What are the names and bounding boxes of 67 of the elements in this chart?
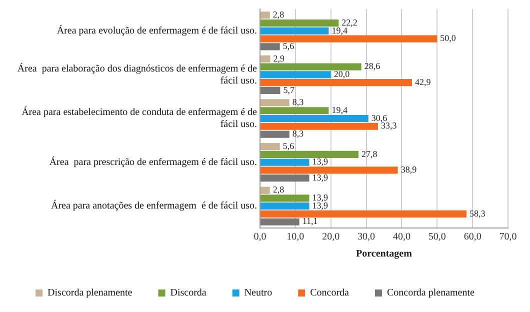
bar (260, 210, 467, 218)
data-label: 27,8 (361, 148, 378, 159)
data-label: 5,7 (283, 84, 295, 95)
data-label: 2,8 (272, 184, 285, 195)
bar (260, 79, 412, 86)
x-tick-label: 0,0 (254, 232, 266, 243)
bar (260, 202, 310, 210)
data-label: 28,6 (364, 61, 381, 72)
data-label: 13,9 (312, 192, 328, 203)
bar (260, 166, 398, 174)
bar (260, 63, 362, 70)
y-tick-label: Área para elaboração dos diagnósticos de enfermagem é de fácil uso. (17, 62, 258, 86)
bar (260, 35, 438, 42)
x-tick-label: 10,0 (286, 232, 304, 243)
data-label: 38,9 (400, 164, 418, 175)
x-tick-label: 20,0 (322, 232, 340, 243)
legend-label: Concorda plenamente (386, 288, 476, 299)
data-label: 5,6 (282, 41, 295, 52)
y-tick-label: Área para evolução de enfermagem é de fácil uso. (56, 24, 257, 37)
bar (260, 71, 331, 78)
bar (260, 150, 358, 158)
data-label: 30,6 (371, 112, 388, 123)
data-label: 2,9 (273, 53, 286, 64)
legend-label: Discorda plenamente (48, 288, 133, 299)
data-label: 13,9 (312, 156, 328, 167)
bar (260, 174, 310, 182)
bar (260, 86, 280, 94)
data-label: 13,9 (312, 172, 328, 182)
bar (260, 27, 329, 34)
x-tick-label: 70,0 (499, 232, 517, 243)
bar (260, 130, 290, 138)
data-label: 19,4 (332, 25, 348, 36)
data-label: 58,3 (470, 208, 486, 218)
bar (260, 158, 310, 166)
data-label: 8,3 (292, 97, 304, 108)
legend-label: Discorda (170, 288, 207, 299)
x-tick-label: 30,0 (358, 232, 376, 243)
x-tick-label: 50,0 (428, 232, 446, 243)
bar (260, 12, 270, 19)
bar (260, 194, 310, 202)
y-tick-label: Área para prescrição de enfermagem é de fácil uso. (49, 156, 257, 168)
bar (260, 218, 300, 226)
data-label: 42,9 (414, 76, 432, 87)
y-tick-label: Área para estabelecimento de conduta de enfermagem é de fácil uso. (22, 106, 258, 130)
bar (260, 122, 378, 130)
bar (260, 107, 329, 114)
data-label: 2,8 (272, 9, 285, 20)
x-tick-label: 40,0 (392, 232, 410, 243)
bar (260, 19, 339, 27)
bar (260, 186, 270, 194)
bar (260, 142, 280, 150)
legend-label: Concorda (310, 288, 350, 299)
bar (260, 114, 368, 122)
y-tick-label: Área para anotações de enfermagem é de fácil uso. (50, 200, 257, 212)
data-label: 8,3 (292, 128, 304, 139)
data-label: 19,4 (332, 104, 348, 115)
bar (260, 43, 280, 50)
x-axis-title: Porcentagem (356, 248, 413, 260)
data-label: 20,0 (334, 69, 350, 80)
legend-label: Neutro (244, 288, 272, 299)
data-label: 11,1 (302, 216, 318, 226)
bar (260, 99, 290, 106)
data-label: 22,2 (342, 17, 358, 28)
bar (260, 55, 270, 62)
data-label: 50,0 (440, 33, 456, 44)
data-label: 5,6 (282, 140, 295, 151)
x-tick-label: 60,0 (464, 232, 482, 243)
